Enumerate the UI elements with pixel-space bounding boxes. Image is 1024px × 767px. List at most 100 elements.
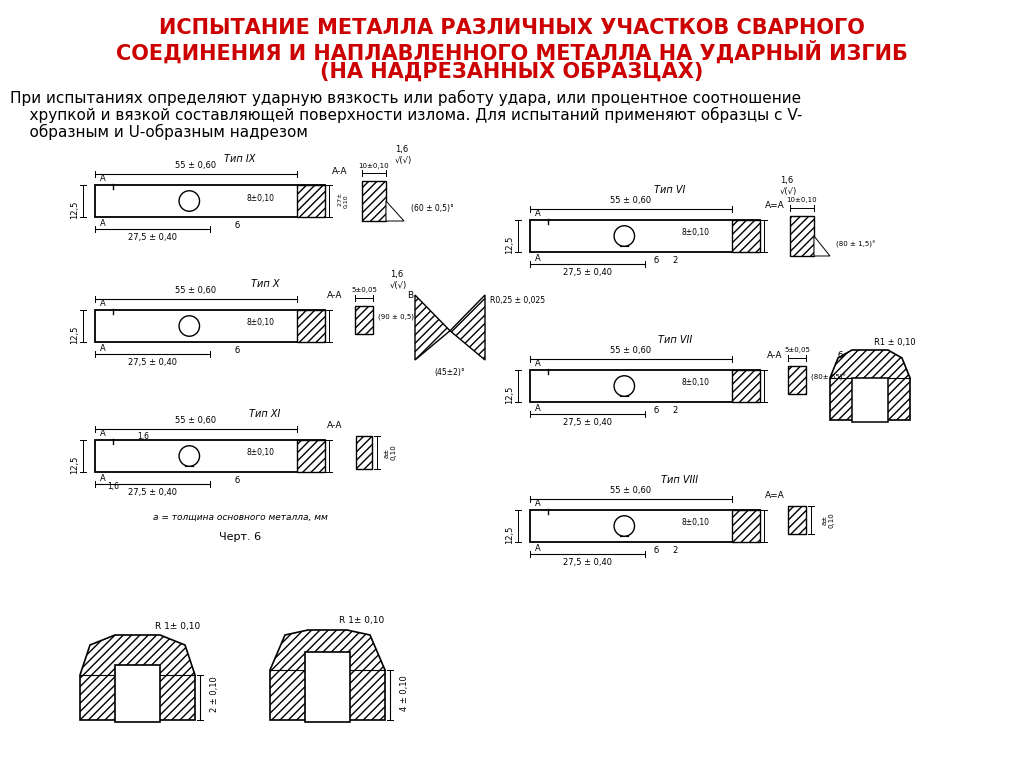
Text: б: б	[838, 351, 843, 360]
Text: А=А: А=А	[765, 202, 784, 210]
Text: (80± 65)°: (80± 65)°	[811, 374, 846, 380]
Text: 27,5 ± 0,40: 27,5 ± 0,40	[128, 488, 177, 497]
Text: б: б	[654, 406, 659, 415]
Bar	[852, 378, 888, 422]
Text: 1,6: 1,6	[106, 482, 119, 491]
Bar	[530, 370, 760, 402]
Bar	[95, 440, 325, 472]
Text: 5±0,05: 5±0,05	[351, 287, 377, 293]
Text: а = толщина основного металла, мм: а = толщина основного металла, мм	[153, 512, 328, 522]
Text: А: А	[100, 219, 105, 228]
Text: А: А	[100, 429, 105, 438]
Text: ИСПЫТАНИЕ МЕТАЛЛА РАЗЛИЧНЫХ УЧАСТКОВ СВАРНОГО: ИСПЫТАНИЕ МЕТАЛЛА РАЗЛИЧНЫХ УЧАСТКОВ СВА…	[159, 18, 865, 38]
Text: 12,5: 12,5	[71, 201, 80, 219]
Text: А=А: А=А	[765, 492, 784, 501]
Text: 27,5 ± 0,40: 27,5 ± 0,40	[128, 358, 177, 367]
Text: 2: 2	[673, 546, 678, 555]
Text: 55 ± 0,60: 55 ± 0,60	[610, 196, 651, 205]
Text: А: А	[536, 544, 541, 553]
Text: 27,5 ± 0,40: 27,5 ± 0,40	[563, 558, 612, 567]
Text: В: В	[407, 291, 413, 301]
Text: 12,5: 12,5	[506, 236, 514, 255]
Text: При испытаниях определяют ударную вязкость или работу удара, или процентное соот: При испытаниях определяют ударную вязкос…	[10, 90, 801, 106]
Text: А: А	[536, 499, 541, 508]
Text: 8±0,10: 8±0,10	[247, 318, 274, 328]
Polygon shape	[270, 630, 385, 720]
Text: 8±0,10: 8±0,10	[682, 518, 710, 528]
Text: б: б	[654, 546, 659, 555]
Text: А-А: А-А	[332, 166, 348, 176]
Circle shape	[179, 446, 200, 466]
Polygon shape	[80, 635, 195, 720]
Text: 1,6
√(√): 1,6 √(√)	[395, 145, 413, 165]
Bar	[732, 510, 760, 542]
Bar	[355, 306, 373, 334]
Text: А-А: А-А	[328, 291, 343, 301]
Circle shape	[614, 225, 635, 246]
Bar	[788, 506, 806, 534]
Text: А-А: А-А	[328, 422, 343, 430]
Text: 1,6
√(√): 1,6 √(√)	[390, 270, 408, 290]
Text: 27,5 ± 0,40: 27,5 ± 0,40	[563, 418, 612, 427]
Text: (90 ± 0,5)°: (90 ± 0,5)°	[378, 314, 418, 321]
Text: образным и U-образным надрезом: образным и U-образным надрезом	[10, 124, 308, 140]
Text: 2: 2	[673, 256, 678, 265]
Bar	[297, 440, 325, 472]
Text: 5±0,05: 5±0,05	[784, 347, 810, 353]
Text: Тип VII: Тип VII	[657, 335, 692, 345]
Polygon shape	[830, 350, 910, 420]
Text: б: б	[234, 476, 241, 485]
Polygon shape	[386, 201, 404, 221]
Text: а±
0,10: а± 0,10	[384, 445, 396, 460]
Bar	[530, 510, 760, 542]
Text: 1,6: 1,6	[137, 432, 150, 440]
Polygon shape	[415, 295, 450, 360]
Circle shape	[179, 316, 200, 336]
Text: А: А	[536, 209, 541, 218]
Text: А: А	[100, 174, 105, 183]
Text: б: б	[654, 256, 659, 265]
Text: 2: 2	[673, 406, 678, 415]
Bar	[95, 310, 325, 342]
Circle shape	[614, 515, 635, 536]
Text: Тип VIII: Тип VIII	[662, 475, 698, 485]
Circle shape	[614, 376, 635, 397]
Text: 10±0,10: 10±0,10	[358, 163, 389, 169]
Text: (60 ± 0,5)°: (60 ± 0,5)°	[411, 205, 454, 213]
Text: 2 ± 0,10: 2 ± 0,10	[211, 676, 219, 713]
Text: Тип VI: Тип VI	[654, 185, 686, 195]
Text: 27,5 ± 0,40: 27,5 ± 0,40	[128, 233, 177, 242]
Text: 55 ± 0,60: 55 ± 0,60	[175, 416, 216, 425]
Text: (45±2)°: (45±2)°	[434, 367, 465, 377]
Text: 27,5 ± 0,40: 27,5 ± 0,40	[563, 268, 612, 277]
Text: R 1± 0,10: R 1± 0,10	[339, 615, 384, 624]
Text: 55 ± 0,60: 55 ± 0,60	[610, 346, 651, 355]
Bar	[297, 185, 325, 217]
Text: Тип XI: Тип XI	[249, 409, 281, 419]
Text: 55 ± 0,60: 55 ± 0,60	[175, 161, 216, 170]
Text: 1,6
√(√): 1,6 √(√)	[780, 176, 798, 196]
Text: R0,25 ± 0,025: R0,25 ± 0,025	[490, 295, 545, 304]
Text: б: б	[234, 346, 241, 355]
Text: 4 ± 0,10: 4 ± 0,10	[400, 675, 410, 711]
Bar	[530, 220, 760, 252]
Bar	[115, 665, 160, 722]
Text: а: а	[792, 509, 798, 518]
Bar	[95, 185, 325, 217]
Text: 10±0,10: 10±0,10	[786, 197, 817, 203]
Text: А-А: А-А	[767, 351, 782, 360]
Text: А: А	[100, 299, 105, 308]
Circle shape	[179, 191, 200, 211]
Text: (НА НАДРЕЗАННЫХ ОБРАЗЦАХ): (НА НАДРЕЗАННЫХ ОБРАЗЦАХ)	[321, 62, 703, 82]
Text: А: А	[536, 254, 541, 263]
Text: А: А	[536, 359, 541, 368]
Bar	[790, 216, 814, 256]
Polygon shape	[814, 236, 830, 256]
Text: а: а	[359, 439, 365, 449]
Text: СОЕДИНЕНИЯ И НАПЛАВЛЕННОГО МЕТАЛЛА НА УДАРНЫЙ ИЗГИБ: СОЕДИНЕНИЯ И НАПЛАВЛЕННОГО МЕТАЛЛА НА УД…	[116, 40, 908, 64]
Text: 12,5: 12,5	[71, 456, 80, 474]
Bar	[297, 310, 325, 342]
Text: 8±0,10: 8±0,10	[247, 193, 274, 202]
Text: 55 ± 0,60: 55 ± 0,60	[175, 286, 216, 295]
Text: б: б	[234, 221, 241, 230]
